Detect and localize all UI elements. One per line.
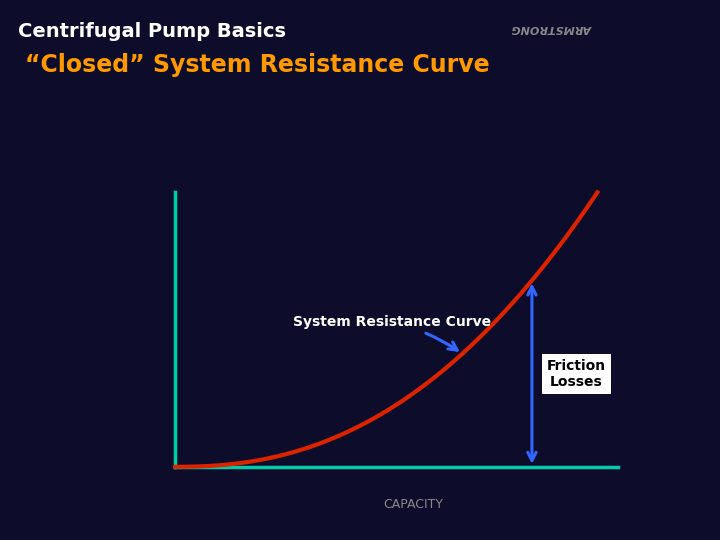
Text: “Closed” System Resistance Curve: “Closed” System Resistance Curve [25,53,490,77]
Text: ARMSTRONG: ARMSTRONG [513,23,593,33]
Text: CAPACITY: CAPACITY [383,498,443,511]
Text: Centrifugal Pump Basics: Centrifugal Pump Basics [18,22,286,40]
Text: Friction
Losses: Friction Losses [546,359,606,389]
Text: System Resistance Curve: System Resistance Curve [294,315,492,350]
